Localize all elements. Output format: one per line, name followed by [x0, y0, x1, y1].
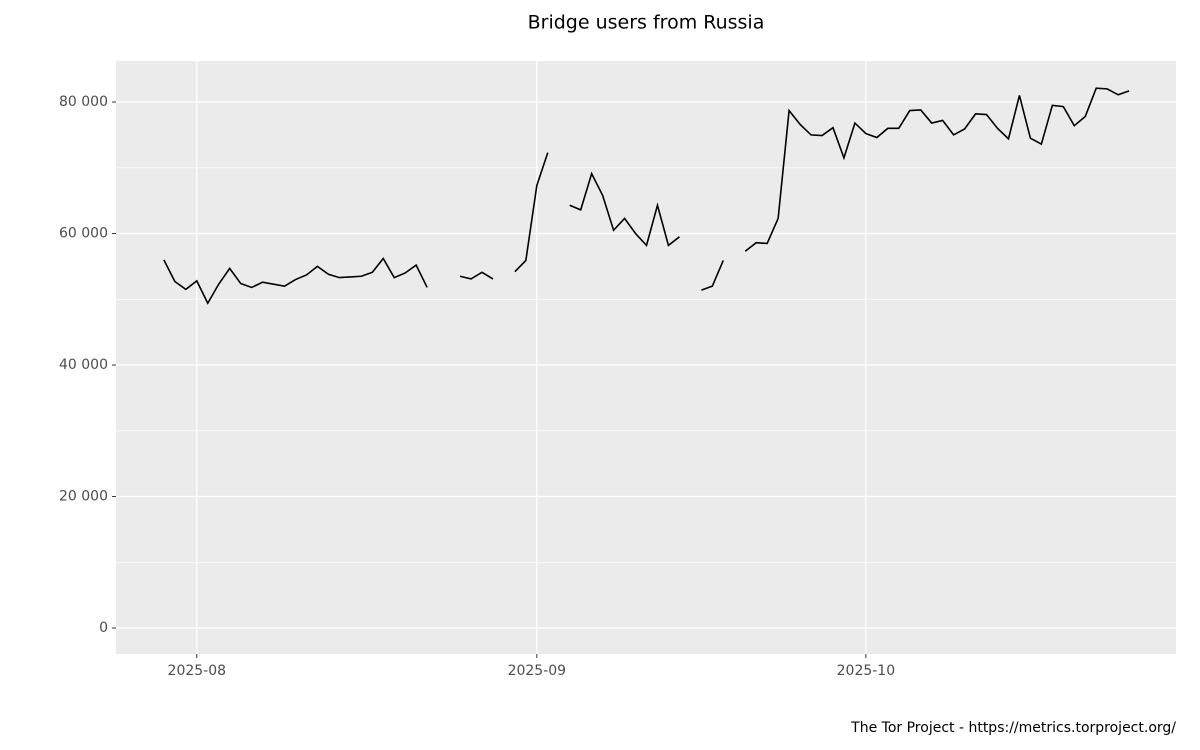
y-tick-label: 20 000 [59, 489, 108, 505]
x-tick-label: 2025-08 [168, 663, 227, 679]
y-tick-label: 60 000 [59, 226, 108, 242]
caption: The Tor Project - https://metrics.torpro… [850, 720, 1176, 736]
x-tick-label: 2025-10 [837, 663, 896, 679]
y-tick-label: 40 000 [59, 357, 108, 373]
chart-title: Bridge users from Russia [528, 12, 765, 34]
y-tick-label: 80 000 [59, 94, 108, 110]
y-tick-label: 0 [99, 620, 108, 636]
x-tick-label: 2025-09 [508, 663, 567, 679]
panel [116, 61, 1176, 654]
data-line [163, 87, 1130, 305]
